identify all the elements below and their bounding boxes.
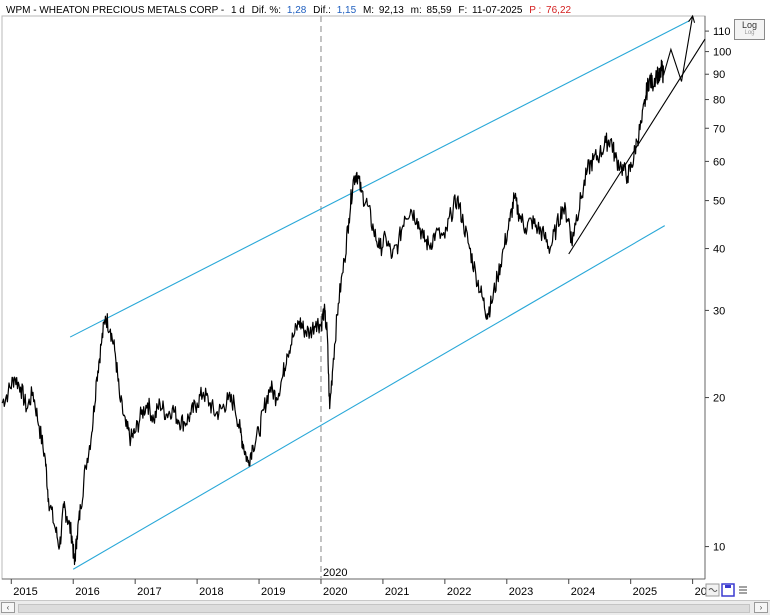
header-dif-pct-value: 1,28 [287,5,307,16]
year-marker-label: 2020 [323,567,347,579]
x-tick-label: 2025 [633,586,657,598]
y-tick-label: 110 [713,26,731,38]
header-price-label: P : [529,5,541,16]
channel-lower-line[interactable] [72,225,666,570]
save-icon[interactable] [721,583,735,597]
header-ticker: WPM - WHEATON PRECIOUS METALS CORP - [6,5,224,16]
plot-area [1,15,706,580]
y-tick-label: 60 [713,156,725,168]
y-tick-label: 70 [713,123,725,135]
header-dif-pct-label: Dif. %: [252,5,281,16]
x-axis: 2015 2016 2017 2018 2019 2020 2021 2022 2023 2024… [10,579,719,598]
x-tick-label: 2018 [199,586,223,598]
header-price-value: 76,22 [546,5,571,16]
chevron-left-icon[interactable]: ‹ [1,602,15,613]
scrollbar-thumb[interactable] [18,604,750,613]
horizontal-scrollbar[interactable]: ‹ › [0,600,770,615]
price-line [1,59,665,566]
y-axis: 10 20 30 40 50 60 70 80 90 100 110 [705,26,731,554]
projection-arrowhead [688,14,696,23]
x-tick-label: 2015 [13,586,37,598]
y-tick-label: 40 [713,244,725,256]
log-scale-toggle[interactable]: Log Log [734,19,765,40]
projection-path[interactable] [662,15,694,82]
x-tick-label: 2019 [261,586,285,598]
header-date-value: 11-07-2025 [472,5,523,16]
log-toggle-sublabel: Log [744,30,755,36]
x-tick-label: 2020 [323,586,347,598]
x-tick-label: 2016 [75,586,99,598]
header-min-label: m: [411,5,422,16]
y-tick-label: 20 [713,393,725,405]
channel-upper-line[interactable] [69,20,690,338]
x-tick-label: 2022 [447,586,471,598]
y-tick-label: 50 [713,196,725,208]
header-min-value: 85,59 [427,5,452,16]
svg-text:WPM - WHEATON PRECIOUS METALS: WPM - WHEATON PRECIOUS METALS CORP - 1 d… [6,5,572,16]
header-dif-value: 1,15 [337,5,357,16]
log-toggle-label: Log [741,20,758,30]
y-tick-label: 10 [713,542,725,554]
y-tick-label: 80 [713,95,725,107]
chevron-right-icon[interactable]: › [754,602,768,613]
y-tick-label: 30 [713,305,725,317]
y-tick-label: 90 [713,69,725,81]
header-date-label: F: [458,5,467,16]
price-series [1,59,665,566]
x-tick-label: 2017 [137,586,161,598]
header-dif-label: Dif.: [313,5,331,16]
y-tick-label: 100 [713,47,731,59]
x-tick-label: 2024 [571,586,595,598]
header-max-value: 92,13 [379,5,404,16]
header-timeframe: 1 d [231,5,245,16]
channel-lines[interactable] [69,20,690,570]
menu-icon[interactable] [739,586,747,594]
x-tick-label: 2023 [509,586,533,598]
header-max-label: M: [363,5,374,16]
scroll-right-icon[interactable] [705,583,720,597]
x-tick-label: 2021 [385,586,409,598]
price-chart[interactable]: WPM - WHEATON PRECIOUS METALS CORP - 1 d… [0,0,770,600]
trend-lines[interactable] [568,14,706,255]
